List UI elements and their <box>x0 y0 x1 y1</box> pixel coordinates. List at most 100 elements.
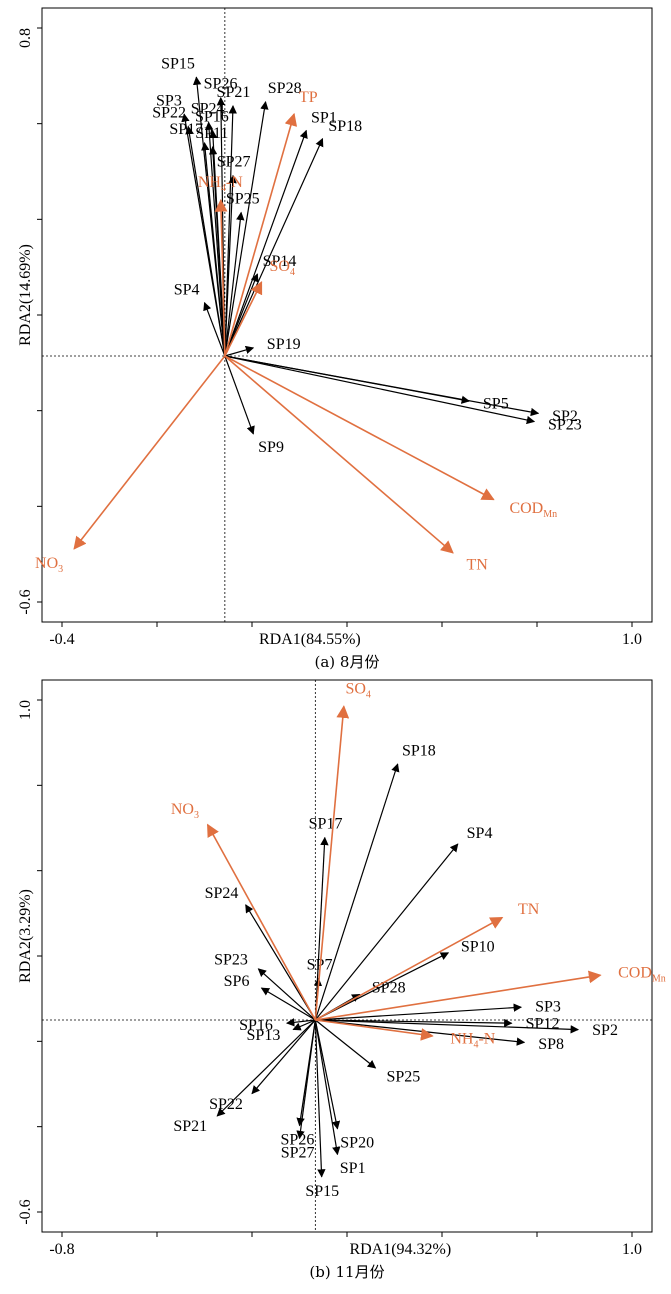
site-arrow <box>203 301 226 357</box>
site-arrow <box>315 1019 580 1034</box>
site-arrow <box>224 345 255 357</box>
site-label: SP2 <box>552 408 578 425</box>
site-arrow <box>296 1019 316 1140</box>
site-label: SP27 <box>217 154 251 171</box>
site-label: SP25 <box>386 1069 420 1086</box>
env-label: CODMn <box>509 500 557 520</box>
site-label: SP4 <box>467 825 493 842</box>
y-tick-label-max: 0.8 <box>17 28 34 48</box>
site-arrow <box>251 1019 316 1095</box>
site-label: SP28 <box>268 80 302 97</box>
site-arrow <box>224 355 540 417</box>
site-label: SP2 <box>592 1022 618 1039</box>
site-arrow <box>224 137 324 357</box>
env-label: TN <box>466 557 488 574</box>
env-arrow <box>315 970 602 1021</box>
x-tick-label-max: 1.0 <box>622 1241 642 1258</box>
env-arrow <box>314 705 350 1021</box>
site-label: SP26 <box>204 76 238 93</box>
site-label: SP9 <box>258 439 284 456</box>
env-label: SO4 <box>270 258 295 278</box>
site-arrow <box>314 1019 377 1069</box>
site-arrow <box>224 355 536 425</box>
env-label: CODMn <box>618 964 666 984</box>
site-label: SP23 <box>214 951 248 968</box>
site-label: SP17 <box>169 121 203 138</box>
x-axis-label: RDA1(94.32%) <box>349 1241 451 1258</box>
site-label: SP24 <box>191 100 225 117</box>
site-arrow <box>314 836 329 1021</box>
env-label: TN <box>518 901 540 918</box>
env-label: TP <box>299 89 318 106</box>
site-label: SP13 <box>247 1027 281 1044</box>
panel-november: -0.8 1.0 1.0 -0.6 RDA1(94.32%) RDA2(3.29%) (b)… <box>17 679 666 1281</box>
site-label: SP3 <box>535 998 561 1015</box>
site-arrow <box>285 1018 316 1027</box>
site-arrow <box>208 146 226 357</box>
site-label: SP27 <box>281 1144 315 1161</box>
x-tick-label-max: 1.0 <box>622 631 642 648</box>
env-label: SO4 <box>345 680 370 700</box>
y-tick-label-max: 1.0 <box>17 700 34 720</box>
env-arrow <box>206 823 317 1021</box>
env-arrow <box>224 281 263 357</box>
site-label: SP3 <box>156 92 182 109</box>
env-arrow <box>314 916 504 1021</box>
env-arrow <box>214 198 228 357</box>
site-label: SP21 <box>173 1118 207 1135</box>
site-label: SP6 <box>224 973 250 990</box>
site-arrow <box>314 763 400 1021</box>
env-label: NH4-N <box>450 1030 495 1050</box>
site-label: SP15 <box>305 1183 339 1200</box>
site-label: SP8 <box>538 1036 564 1053</box>
site-label: SP5 <box>483 396 509 413</box>
plot-frame <box>41 7 653 623</box>
y-tick-label-min: -0.6 <box>17 589 34 614</box>
site-arrow <box>314 1019 326 1178</box>
site-arrow <box>314 843 459 1021</box>
x-axis-label: RDA1(84.55%) <box>259 631 361 648</box>
site-label: SP10 <box>461 938 495 955</box>
panel-caption: (a) 8月份 <box>315 653 380 671</box>
site-label: SP11 <box>195 125 228 142</box>
site-arrow <box>315 952 450 1021</box>
site-arrow <box>315 1019 526 1046</box>
site-label: SP17 <box>309 816 343 833</box>
site-label: SP26 <box>281 1131 315 1148</box>
site-arrow <box>224 355 255 435</box>
y-axis-label: RDA2(14.69%) <box>17 244 34 346</box>
site-arrow <box>292 1019 316 1031</box>
site-label: SP1 <box>311 109 337 126</box>
site-label: SP14 <box>263 253 297 270</box>
site-label: SP12 <box>526 1015 560 1032</box>
x-tick-label-min: -0.8 <box>49 1241 74 1258</box>
env-arrow <box>315 1019 434 1041</box>
site-arrow <box>224 174 237 357</box>
env-arrow <box>224 355 495 501</box>
site-label: SP28 <box>372 979 406 996</box>
site-arrow <box>201 141 226 357</box>
site-arrow <box>185 125 226 357</box>
site-label: SP15 <box>161 55 195 72</box>
site-arrow <box>314 1019 341 1156</box>
site-label: SP22 <box>209 1096 243 1113</box>
site-label: SP16 <box>195 109 229 126</box>
site-label: SP24 <box>205 885 239 902</box>
env-arrow <box>224 355 454 554</box>
env-label: NO3 <box>171 801 199 821</box>
env-arrow <box>73 355 226 550</box>
env-arrow <box>224 112 298 357</box>
site-arrow <box>224 129 308 357</box>
site-label: SP22 <box>152 105 186 122</box>
site-arrow <box>260 987 316 1021</box>
site-arrow <box>315 1018 513 1028</box>
y-axis-label: RDA2(3.29%) <box>17 889 34 983</box>
site-arrow <box>315 1003 523 1021</box>
site-label: SP20 <box>340 1135 374 1152</box>
y-tick-label-min: -0.6 <box>17 1199 34 1224</box>
site-label: SP21 <box>217 84 251 101</box>
site-label: SP25 <box>226 191 260 208</box>
site-label: SP19 <box>267 336 301 353</box>
site-arrow <box>224 100 269 357</box>
